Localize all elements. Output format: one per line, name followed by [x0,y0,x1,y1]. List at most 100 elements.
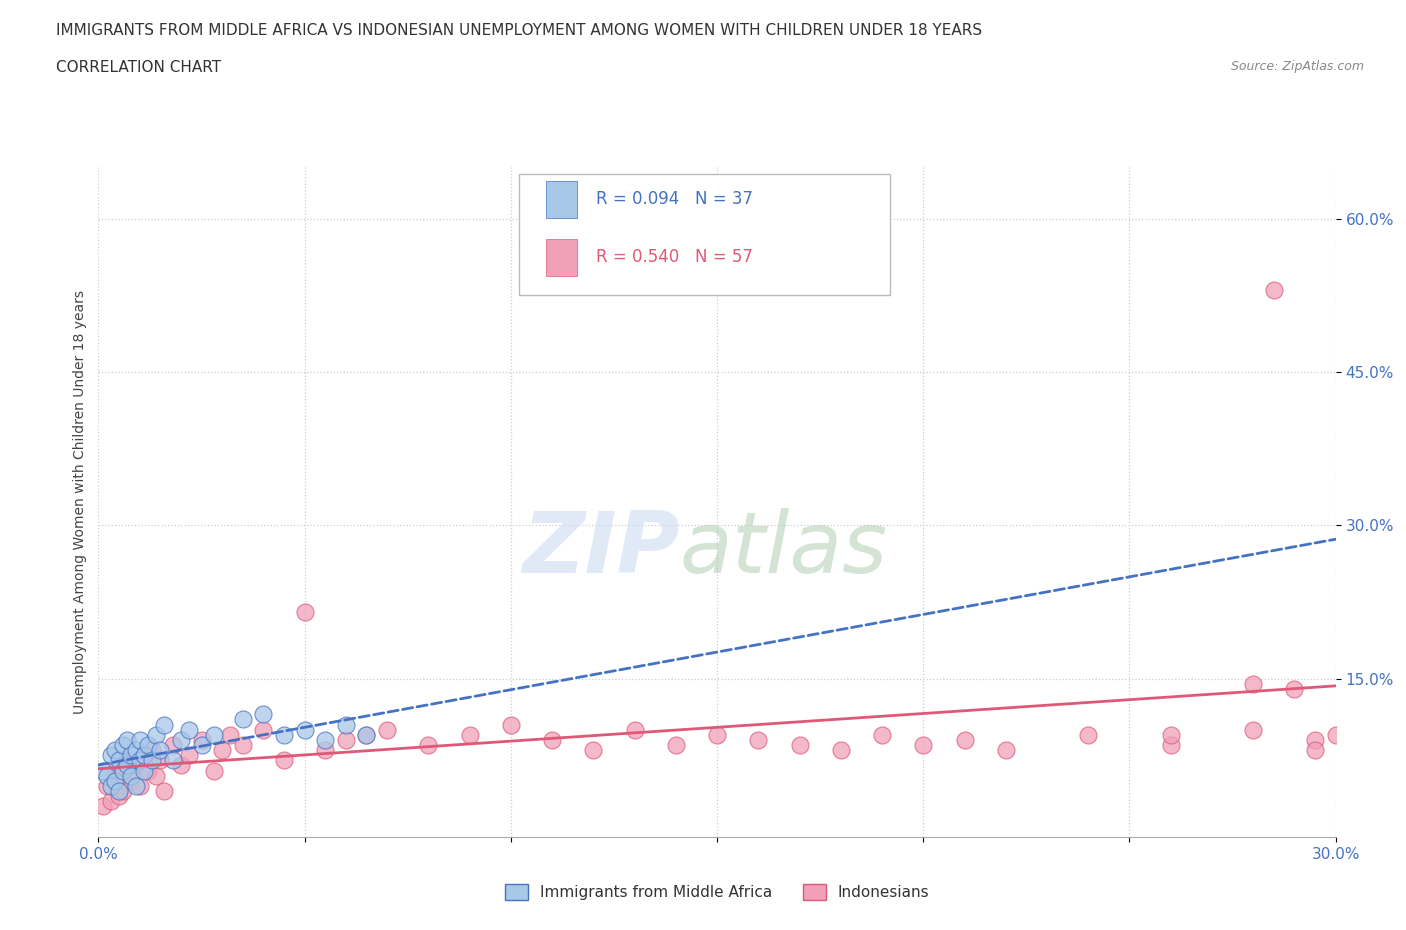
Point [202,764,225,778]
Point [136,764,159,778]
FancyBboxPatch shape [547,239,578,276]
Point [100,778,122,793]
Point [294,604,316,619]
Point [830,743,852,758]
Text: R = 0.540   N = 57: R = 0.540 N = 57 [596,248,752,267]
Point [108,753,131,768]
Point [623,723,645,737]
Point [541,733,564,748]
Point [162,737,184,752]
Point [273,727,295,742]
Text: CORRELATION CHART: CORRELATION CHART [56,60,221,75]
Point [953,733,976,748]
Point [335,733,357,748]
Point [1263,283,1285,298]
Point [128,753,150,768]
Point [112,784,135,799]
Point [91,799,114,814]
Point [141,753,163,768]
Point [747,733,769,748]
Point [582,743,605,758]
Point [458,727,481,742]
Point [108,768,131,783]
Point [104,774,127,789]
Point [789,737,811,752]
Point [117,733,139,748]
Point [232,737,254,752]
Point [96,778,118,793]
Point [128,733,150,748]
Point [132,764,155,778]
Point [117,753,139,768]
Point [153,717,176,732]
Point [499,717,522,732]
Point [132,748,155,763]
Point [112,764,135,778]
Point [136,737,159,752]
Point [1160,727,1182,742]
Point [145,768,167,783]
Point [294,723,316,737]
Point [375,723,398,737]
Point [100,794,122,809]
FancyBboxPatch shape [547,180,578,218]
Point [202,727,225,742]
Point [141,743,163,758]
Point [145,727,167,742]
Point [128,778,150,793]
Point [112,737,135,752]
Point [335,717,357,732]
Point [100,748,122,763]
Point [1241,723,1264,737]
Point [252,723,274,737]
Point [190,737,212,752]
Point [104,764,127,778]
FancyBboxPatch shape [519,174,890,295]
Point [91,764,114,778]
Point [870,727,893,742]
Point [132,748,155,763]
Point [108,789,131,804]
Text: Source: ZipAtlas.com: Source: ZipAtlas.com [1230,60,1364,73]
Point [994,743,1017,758]
Point [219,727,242,742]
Point [120,774,142,789]
Text: R = 0.094   N = 37: R = 0.094 N = 37 [596,191,752,208]
Point [124,758,146,773]
Point [706,727,728,742]
Point [912,737,935,752]
Point [108,784,131,799]
Text: atlas: atlas [681,508,889,591]
Point [356,727,378,742]
Point [418,737,440,752]
Point [1077,727,1099,742]
Text: IMMIGRANTS FROM MIDDLE AFRICA VS INDONESIAN UNEMPLOYMENT AMONG WOMEN WITH CHILDR: IMMIGRANTS FROM MIDDLE AFRICA VS INDONES… [56,23,983,38]
Point [252,707,274,722]
Point [273,753,295,768]
Y-axis label: Unemployment Among Women with Children Under 18 years: Unemployment Among Women with Children U… [73,290,87,714]
Point [170,758,193,773]
Legend: Immigrants from Middle Africa, Indonesians: Immigrants from Middle Africa, Indonesia… [499,878,935,907]
Point [1241,676,1264,691]
Point [1303,743,1326,758]
Point [1160,737,1182,752]
Point [124,743,146,758]
Point [314,743,336,758]
Point [120,748,142,763]
Point [314,733,336,748]
Point [232,712,254,727]
Text: ZIP: ZIP [522,508,681,591]
Point [104,743,127,758]
Point [190,733,212,748]
Point [179,748,201,763]
Point [1324,727,1347,742]
Point [149,753,172,768]
Point [117,758,139,773]
Point [149,743,172,758]
Point [665,737,688,752]
Point [124,778,146,793]
Point [162,753,184,768]
Point [153,784,176,799]
Point [211,743,233,758]
Point [96,768,118,783]
